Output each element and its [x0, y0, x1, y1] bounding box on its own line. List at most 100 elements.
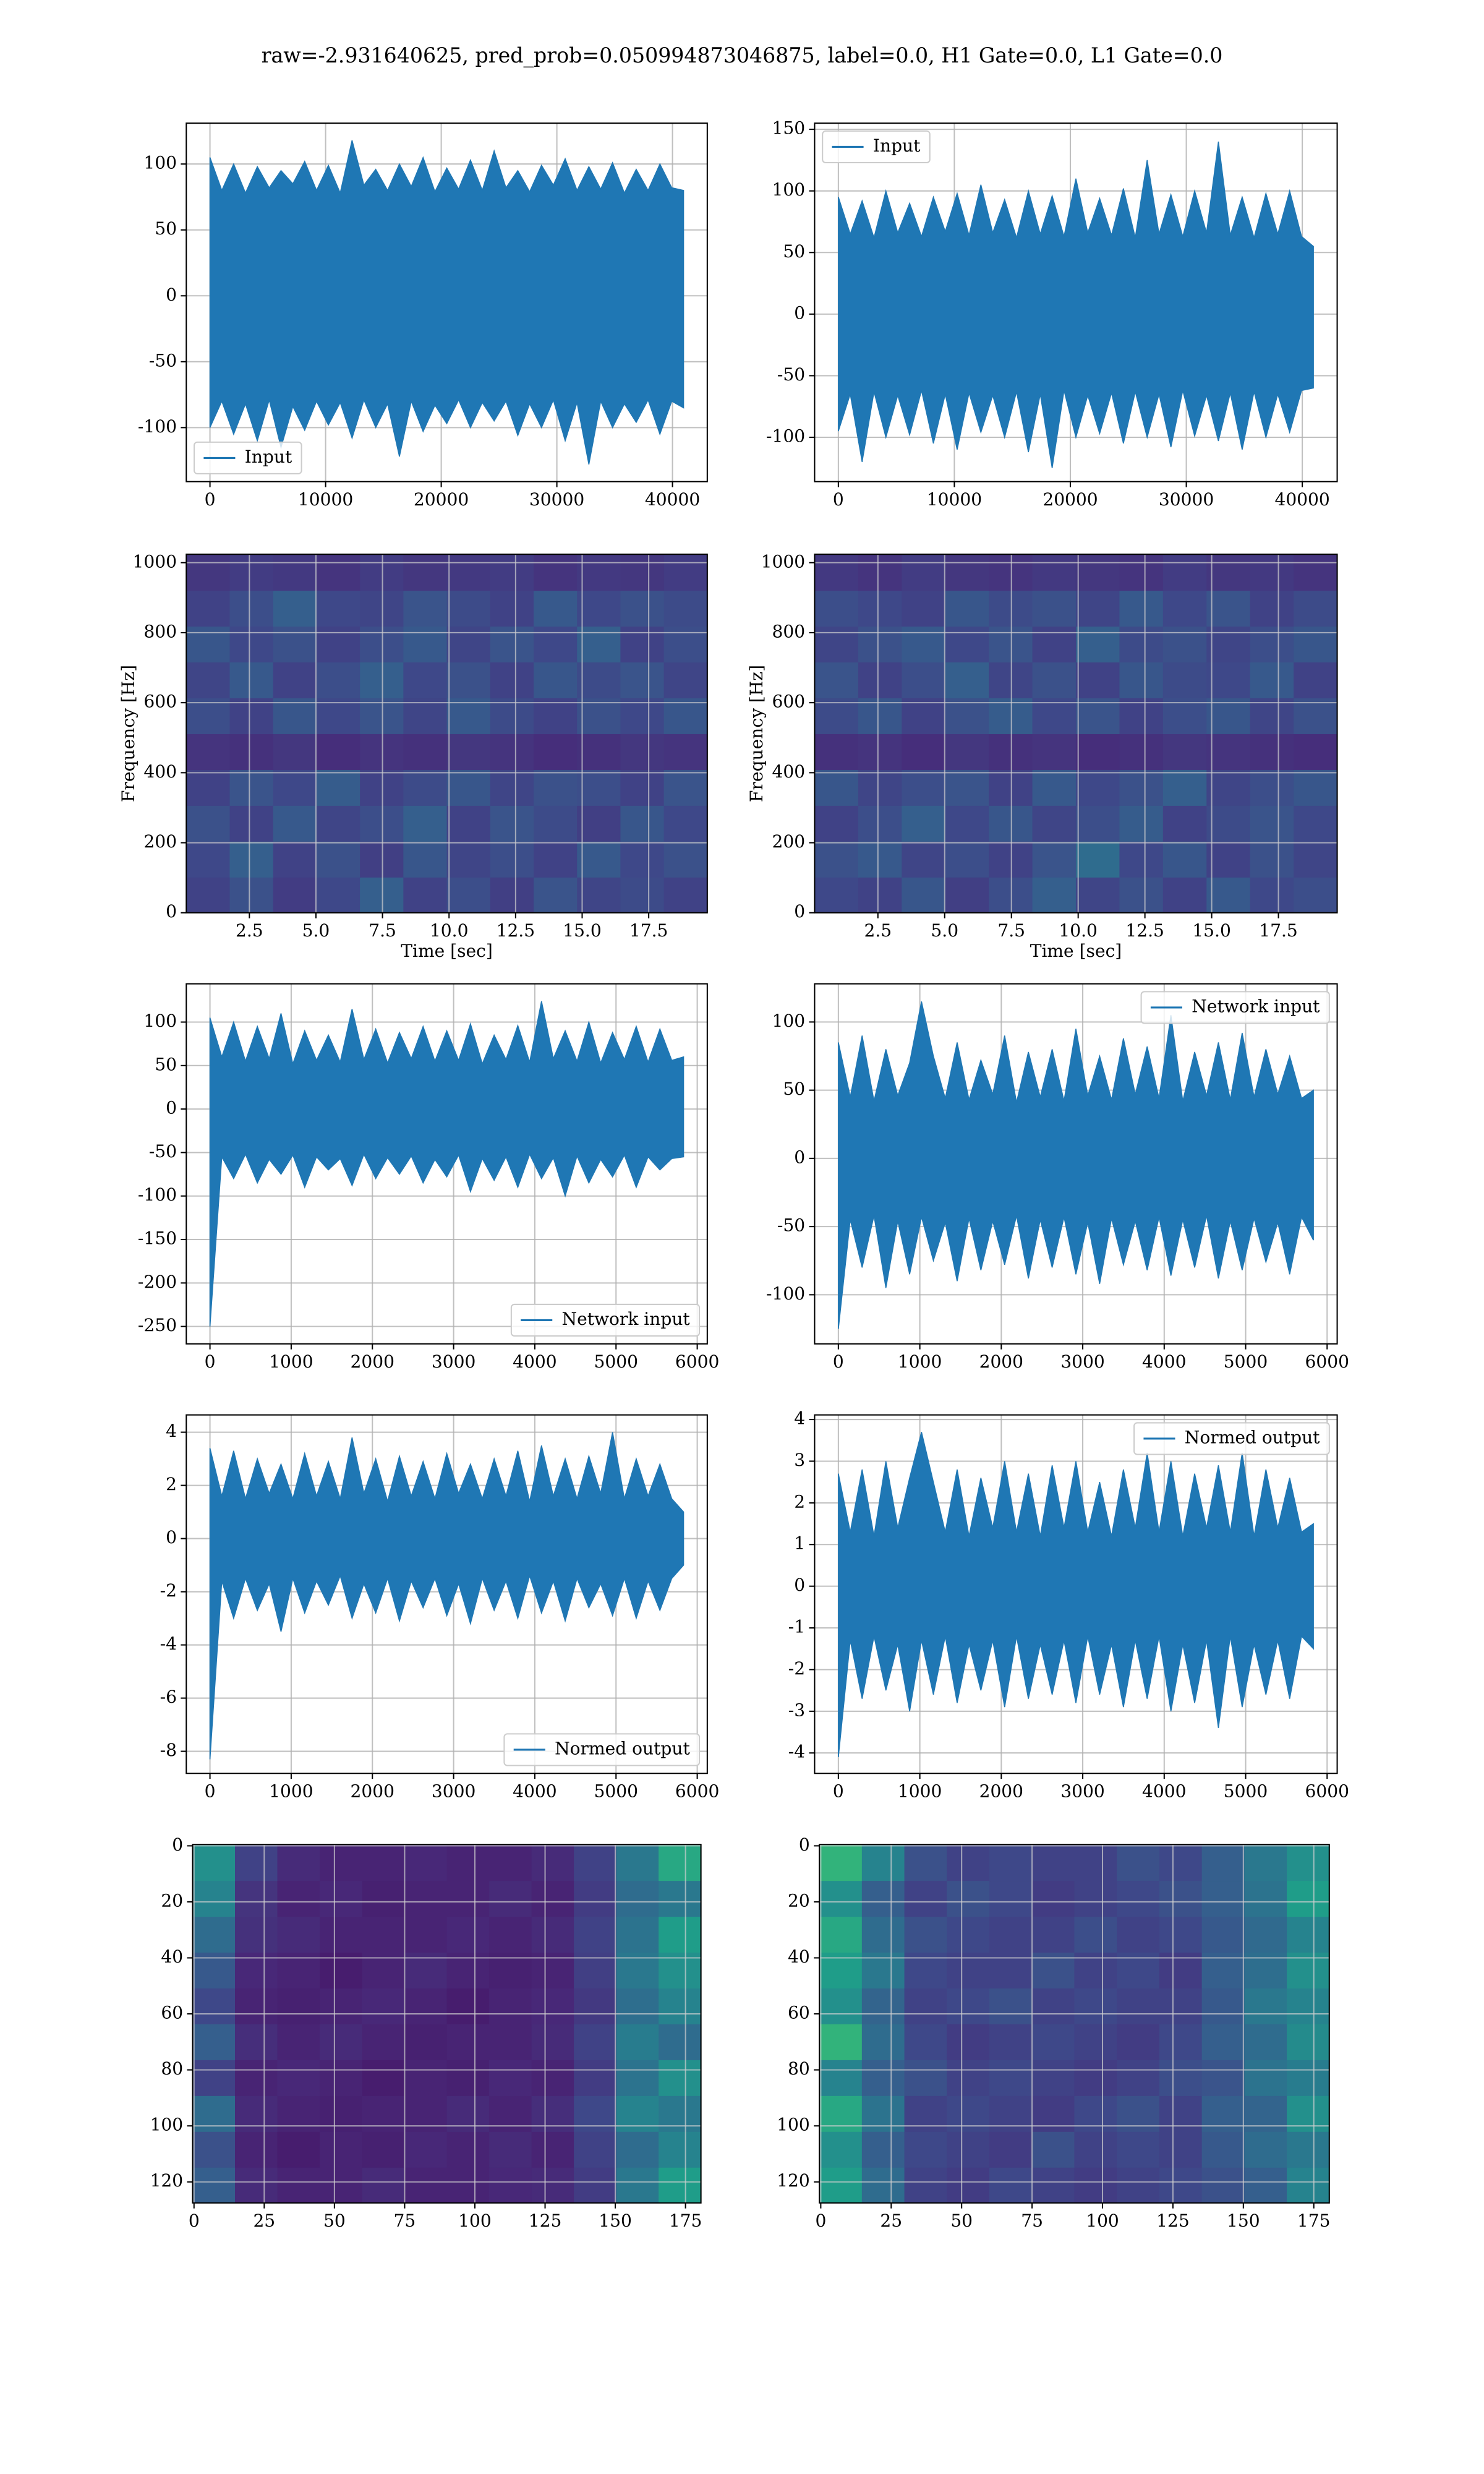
axes-frame	[814, 122, 1338, 482]
heatmap-cell	[1159, 2059, 1203, 2096]
heatmap-cell	[663, 841, 707, 878]
heatmap-cell	[1117, 1880, 1160, 1917]
heatmap-cell	[1117, 2023, 1160, 2060]
y-tick-label: -250	[138, 1315, 177, 1335]
y-tick-label: 0	[172, 1834, 183, 1855]
x-tick-label: 150	[1227, 2211, 1260, 2231]
x-tick-label: 30000	[1159, 489, 1214, 510]
heatmap-cell	[1075, 841, 1120, 878]
heatmap-cell	[320, 1916, 363, 1953]
heatmap-cell	[186, 841, 231, 878]
heatmap-cell	[404, 1916, 448, 1953]
x-tick-label: 5000	[594, 1781, 638, 1801]
heatmap-cell	[362, 1880, 406, 1917]
heatmap-cell	[1031, 1844, 1075, 1881]
heatmap-cell	[1117, 2131, 1160, 2168]
x-tick-label: 7.5	[997, 920, 1025, 941]
heatmap-cell	[989, 1844, 1033, 1881]
heatmap-cell	[1162, 733, 1208, 770]
legend-box	[510, 1303, 701, 1337]
heatmap-cell	[277, 2167, 321, 2203]
heatmap-cell	[316, 662, 361, 699]
axes-frame	[819, 1844, 1330, 2204]
heatmap-cell	[316, 876, 361, 913]
x-tick-label: 125	[1156, 2211, 1190, 2231]
heatmap-cell	[1159, 1844, 1203, 1881]
signal-trace	[838, 141, 1314, 468]
heatmap-cell	[490, 662, 535, 699]
y-tick-label: 0	[166, 901, 177, 922]
y-tick-label: 800	[772, 621, 806, 641]
legend: Input	[194, 441, 302, 474]
heatmap-cell	[490, 590, 535, 627]
heatmap-cell	[1206, 626, 1251, 663]
heatmap-cell	[403, 554, 448, 591]
subplot: 0 1000 2000 3000 4000 5000 6000 -8 -6 -4 -2 0 2 4 Norm…	[160, 1414, 719, 1801]
heatmap-cell	[989, 1987, 1033, 2024]
heatmap-cell	[1162, 590, 1208, 627]
heatmap-cell	[1250, 662, 1295, 699]
heatmap-cell	[446, 554, 491, 591]
y-tick-label: 0	[794, 302, 805, 323]
heatmap-cell	[902, 805, 946, 842]
heatmap-cell	[404, 1987, 448, 2024]
heatmap-cell	[320, 2131, 363, 2168]
heatmap-cell	[989, 2059, 1033, 2096]
heatmap-cell	[1287, 1844, 1329, 1881]
plot-area	[192, 1844, 701, 2203]
heatmap-cell	[446, 876, 491, 913]
heatmap-cell	[1294, 805, 1337, 842]
y-tick-label: 200	[143, 831, 177, 852]
y-tick-label: 100	[150, 2115, 184, 2135]
heatmap-cell	[577, 697, 621, 734]
heatmap-cell	[861, 2023, 905, 2060]
heatmap-cell	[316, 554, 361, 591]
heatmap-cell	[320, 2167, 363, 2203]
axes-frame	[814, 983, 1338, 1345]
heatmap-cell	[1206, 733, 1251, 770]
subplot: 0 10000 20000 30000 40000 -100 -50 0 50 100 150 Inp…	[766, 118, 1338, 510]
heatmap-cell	[1032, 662, 1077, 699]
heatmap-cell	[533, 554, 578, 591]
heatmap-cell	[620, 554, 665, 591]
heatmap-cell	[1294, 662, 1337, 699]
heatmap-cell	[1201, 2131, 1245, 2168]
heatmap-cell	[574, 1844, 617, 1881]
plot-area	[814, 123, 1337, 482]
heatmap-cell	[531, 2131, 575, 2168]
x-tick-label: 40000	[645, 489, 700, 510]
heatmap-cell	[1162, 697, 1208, 734]
heatmap-cell	[1119, 554, 1164, 591]
heatmap-cell	[1074, 2059, 1118, 2096]
heatmap-cell	[1075, 697, 1120, 734]
heatmap-cell	[1250, 876, 1295, 913]
heatmap-cell	[490, 554, 535, 591]
heatmap-cell	[277, 1880, 321, 1917]
heatmap-cell	[446, 805, 491, 842]
heatmap-cell	[446, 841, 491, 878]
axes-frame	[186, 554, 708, 914]
heatmap-cell	[277, 2023, 321, 2060]
heatmap-cell	[229, 554, 274, 591]
y-tick-label: 1	[794, 1533, 805, 1554]
y-axis-label: Frequency [Hz]	[118, 665, 139, 802]
axes-frame	[814, 554, 1338, 914]
heatmap-cell	[989, 2167, 1033, 2203]
heatmap-cell	[186, 876, 231, 913]
heatmap-cell	[1287, 1987, 1329, 2024]
heatmap-cell	[277, 1844, 321, 1881]
x-tick-label: 3000	[1060, 1351, 1104, 1372]
heatmap-cell	[945, 769, 990, 806]
heatmap-cell	[1074, 1987, 1118, 2024]
heatmap-cell	[1244, 2023, 1288, 2060]
heatmap-cell	[620, 769, 665, 806]
heatmap-cell	[1075, 554, 1120, 591]
heatmap-cell	[577, 733, 621, 770]
heatmap-cell	[229, 841, 274, 878]
heatmap-cell	[531, 2167, 575, 2203]
y-axis-label: Frequency [Hz]	[746, 665, 767, 802]
y-tick-label: 50	[155, 218, 177, 239]
heatmap-cell	[989, 2023, 1033, 2060]
heatmap-cell	[947, 2131, 991, 2168]
legend-label: Network input	[1192, 996, 1320, 1016]
